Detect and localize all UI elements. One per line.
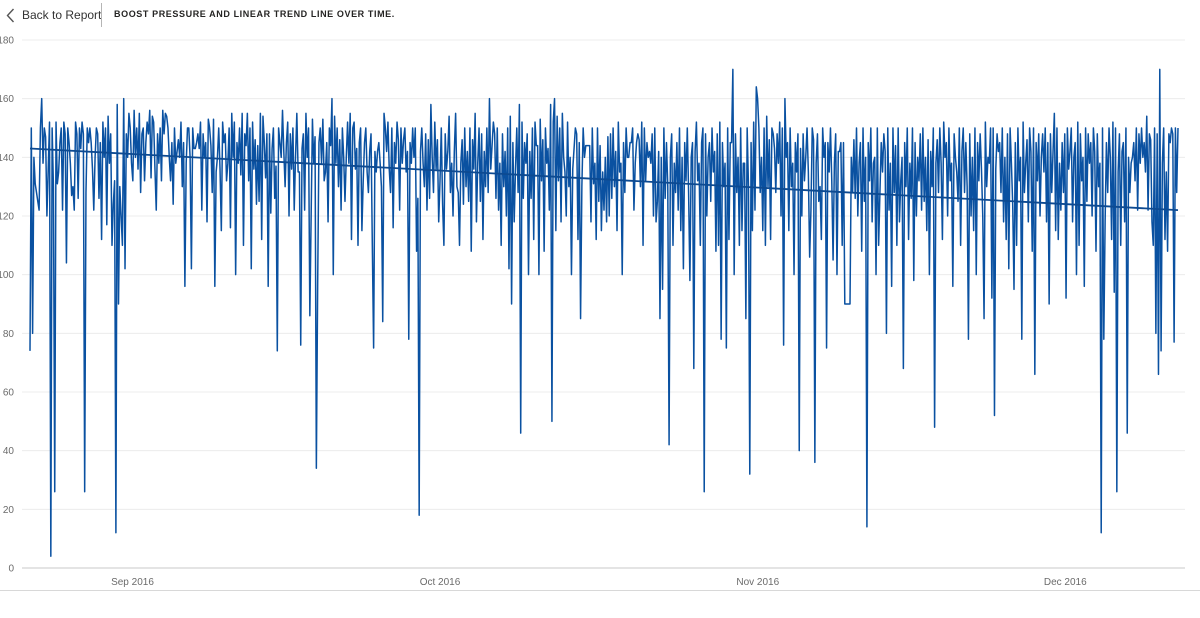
x-tick-label: Nov 2016: [736, 577, 779, 588]
back-to-report-button[interactable]: Back to Report: [6, 4, 101, 26]
x-axis: Sep 2016 Oct 2016 Nov 2016 Dec 2016: [111, 577, 1087, 588]
x-tick-label: Sep 2016: [111, 577, 154, 588]
line-chart: 0 20 40 60 80 100 120 140 160 180 Sep 2016 Oct 201…: [0, 36, 1185, 588]
chevron-left-icon: [6, 8, 15, 22]
x-tick-label: Oct 2016: [420, 577, 461, 588]
page-bottom-border: [0, 590, 1200, 591]
y-tick-label: 100: [0, 270, 14, 281]
x-tick-label: Dec 2016: [1044, 577, 1087, 588]
gridlines: [22, 39, 1185, 569]
plot-area: [29, 68, 1179, 558]
top-bar: Back to Report BOOST PRESSURE AND LINEAR…: [0, 0, 1200, 32]
visual-title: BOOST PRESSURE AND LINEAR TREND LINE OVE…: [114, 9, 395, 19]
y-tick-label: 20: [3, 505, 15, 516]
y-tick-label: 120: [0, 212, 14, 223]
y-tick-label: 40: [3, 446, 15, 457]
y-tick-label: 60: [3, 388, 15, 399]
y-tick-label: 180: [0, 36, 14, 47]
header-divider: [101, 3, 102, 27]
linear-trend-line: [29, 147, 1179, 212]
y-axis: 0 20 40 60 80 100 120 140 160 180: [0, 36, 14, 575]
boost-pressure-series-line: [29, 68, 1179, 558]
y-tick-label: 80: [3, 329, 15, 340]
back-to-report-label: Back to Report: [22, 8, 102, 22]
y-tick-label: 160: [0, 94, 14, 105]
y-tick-label: 0: [8, 564, 14, 575]
y-tick-label: 140: [0, 153, 14, 164]
